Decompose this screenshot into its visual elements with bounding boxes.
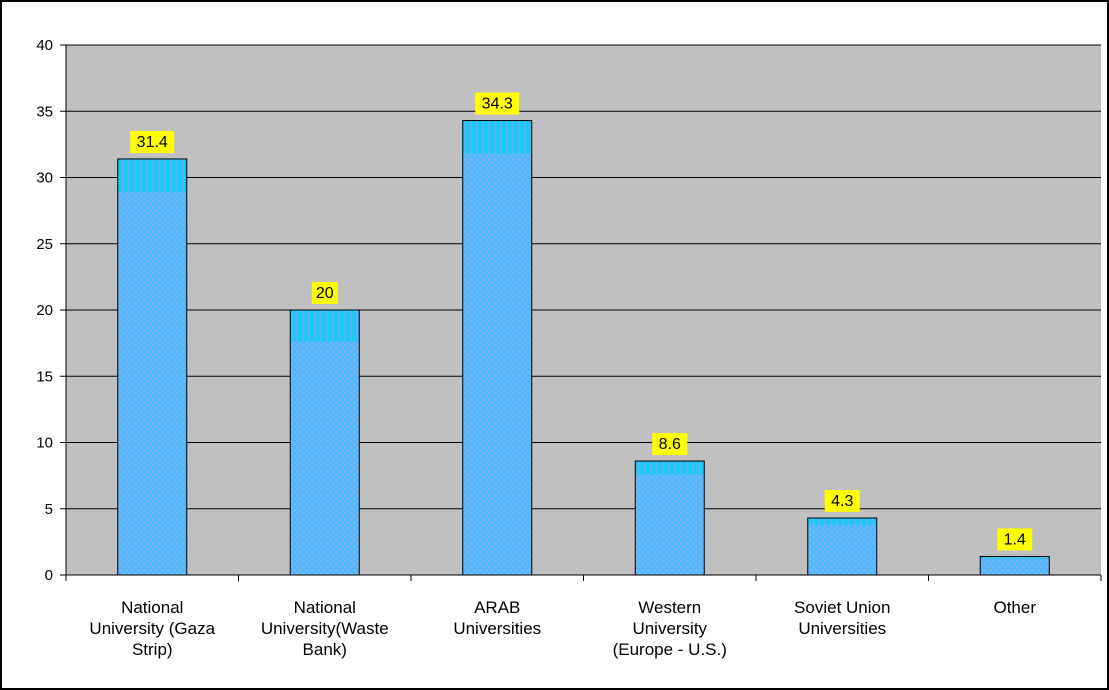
y-tick-label: 20 <box>36 302 53 319</box>
bar-cap <box>635 461 705 475</box>
category-label: Other <box>993 598 1036 617</box>
bar <box>290 310 360 575</box>
bar <box>635 461 705 575</box>
data-label: 8.6 <box>659 436 681 453</box>
y-tick-label: 0 <box>45 567 53 584</box>
data-label: 4.3 <box>831 493 853 510</box>
y-tick-label: 30 <box>36 170 53 187</box>
bar-cap <box>290 310 360 342</box>
category-label: Western University (Europe - U.S.) <box>613 598 727 659</box>
data-label: 1.4 <box>1004 531 1026 548</box>
data-label-box <box>824 490 860 513</box>
bar-cap <box>807 518 877 525</box>
y-tick-label: 35 <box>36 103 53 120</box>
bar-cap <box>117 158 187 192</box>
category-label: National University(Waste Bank) <box>261 598 389 659</box>
bar <box>807 518 877 575</box>
data-label-box <box>997 528 1033 551</box>
data-label: 34.3 <box>482 96 513 113</box>
y-tick-label: 5 <box>45 501 53 518</box>
y-tick-label: 10 <box>36 435 53 452</box>
data-label-box <box>652 433 688 456</box>
bar-outline <box>634 460 705 576</box>
category-labels: National University (Gaza Strip) National Un… <box>89 598 1036 659</box>
bar-outline <box>117 158 188 576</box>
category-label: Soviet Union Universities <box>794 598 890 638</box>
bar <box>980 556 1050 575</box>
data-label: 31.4 <box>137 134 168 151</box>
bar-cap <box>462 120 532 154</box>
data-label: 20 <box>316 285 334 302</box>
category-label: ARAB Universities <box>453 598 541 638</box>
data-label-box <box>475 92 520 115</box>
bar <box>117 158 187 575</box>
y-tick-label: 25 <box>36 236 53 253</box>
y-tick-label: 40 <box>36 37 53 54</box>
bar-cap <box>980 556 1050 559</box>
bar-outline <box>807 517 878 576</box>
axes: 0 5 10 15 20 25 30 35 40 <box>36 37 1102 584</box>
data-labels: 31.4 20 34.3 8.6 4.3 1.4 <box>130 92 1033 551</box>
bar <box>462 120 532 576</box>
bar-outline <box>289 309 360 576</box>
category-label: National University (Gaza Strip) <box>89 598 215 659</box>
bar-outline <box>979 555 1050 576</box>
bars <box>117 120 1050 576</box>
bar-outline <box>462 120 533 576</box>
data-label-box <box>311 282 338 304</box>
data-label-box <box>130 130 175 153</box>
gridlines <box>66 44 1101 510</box>
y-tick-label: 15 <box>36 368 53 385</box>
